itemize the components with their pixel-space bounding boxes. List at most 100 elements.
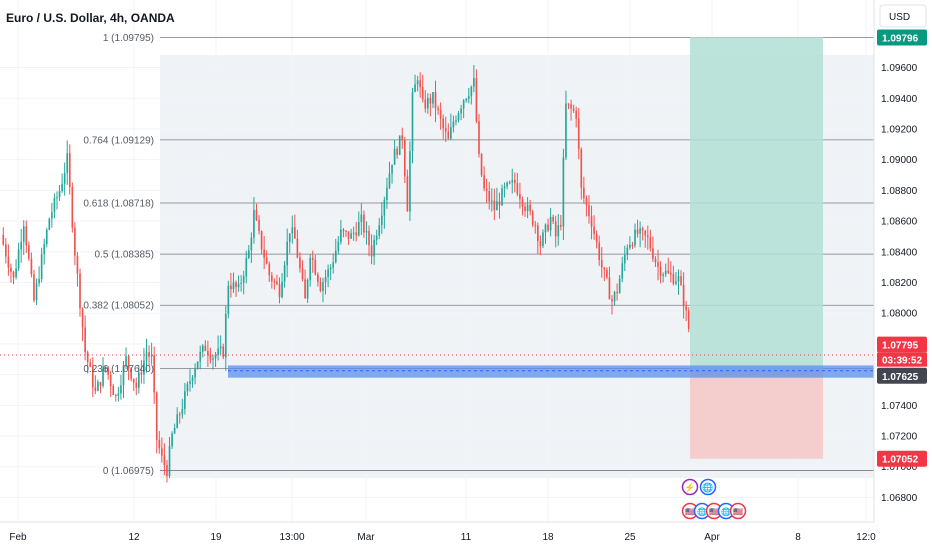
candle-body [79,273,81,309]
event-marker[interactable]: ⚡ [681,478,699,496]
candle-body [618,278,621,294]
candle-body [153,355,156,393]
candle [593,215,595,240]
candle [268,261,271,283]
candle [401,127,404,149]
candle-body [493,200,496,211]
candle [488,181,491,210]
candle-body [299,257,301,269]
candle-body [148,352,150,357]
candle-body [253,209,255,238]
candle [143,347,145,384]
candle [654,256,657,267]
candle [583,176,585,204]
countdown-tag-bg [877,352,927,367]
candle-body [260,231,263,250]
candle-body [176,414,179,428]
candle-body [654,258,657,263]
candle [414,74,416,93]
y-tick-label: 1.08200 [881,278,918,289]
y-tick-label: 1.08600 [881,217,918,228]
event-glyph: ⚡ [684,482,695,494]
candle [370,234,373,265]
candle-body [127,356,130,369]
candle [107,366,109,380]
candle [340,219,342,245]
x-tick-label: 12 [128,532,140,543]
candle-body [439,110,442,119]
candle [595,230,598,249]
entry-price-tag: 1.07625 [877,367,927,384]
candle [227,280,230,319]
candle [63,162,66,196]
candle-body [352,232,355,234]
currency-button[interactable]: USD [879,4,927,28]
candle-body [409,151,411,212]
candle [687,307,690,333]
event-marker[interactable]: 🇺🇸 [729,502,747,520]
countdown-tag-label: 03:39:52 [882,356,922,367]
candle-body [672,274,675,284]
candle [496,187,498,211]
candle-body [373,239,375,257]
candle [439,102,442,130]
candle-body [97,381,99,391]
candle-body [33,274,35,301]
candle-body [204,345,207,351]
event-glyph: 🌐 [702,482,713,493]
candle-body [51,212,53,219]
candle [278,277,281,304]
candle [552,214,554,224]
candle-body [132,378,135,383]
event-marker[interactable]: 🇺🇸 [681,502,699,520]
fib-level-label: 0.5 (1.08385) [95,250,155,261]
candle [342,228,345,238]
candle-body [391,164,393,174]
candle-body [263,249,265,258]
candle-body [623,255,626,264]
candle [434,80,437,123]
event-markers[interactable]: ⚡ 🌐🇺🇸 🌐 🇺🇸 🌐 🇺🇸 [681,478,747,520]
candle [324,269,327,295]
event-marker[interactable]: 🌐 [699,478,717,496]
candle-body [186,383,189,392]
candle [61,173,63,193]
candle-body [641,228,644,231]
candle-body [588,204,590,217]
candle-body [621,263,624,279]
candle-body [332,262,335,268]
candle-body [675,281,677,284]
candle [306,278,309,303]
candle-body [194,368,196,378]
candle-body [506,182,508,187]
candle-body [122,365,125,386]
candle-body [58,191,61,198]
candle [391,164,393,184]
candle [613,290,616,306]
candle-body [107,367,109,375]
candle-body [340,229,342,242]
candle-body [212,358,214,360]
candle [542,229,544,249]
candle-body [324,276,327,283]
candle-body [301,268,304,280]
lightning-icon [681,478,699,496]
candle [462,99,465,119]
candle-body [181,409,184,415]
candle [534,221,537,234]
candle [652,236,654,262]
candle [547,218,549,233]
currency-button-label: USD [889,12,910,23]
x-tick-label: Mar [357,532,375,543]
candle-body [178,414,181,416]
candle-body [388,173,391,188]
candle [393,139,396,165]
candle-body [91,366,94,388]
candle [675,272,677,286]
candle-body [542,232,544,247]
candle [138,365,140,394]
candle [457,111,460,123]
candle [386,177,388,209]
